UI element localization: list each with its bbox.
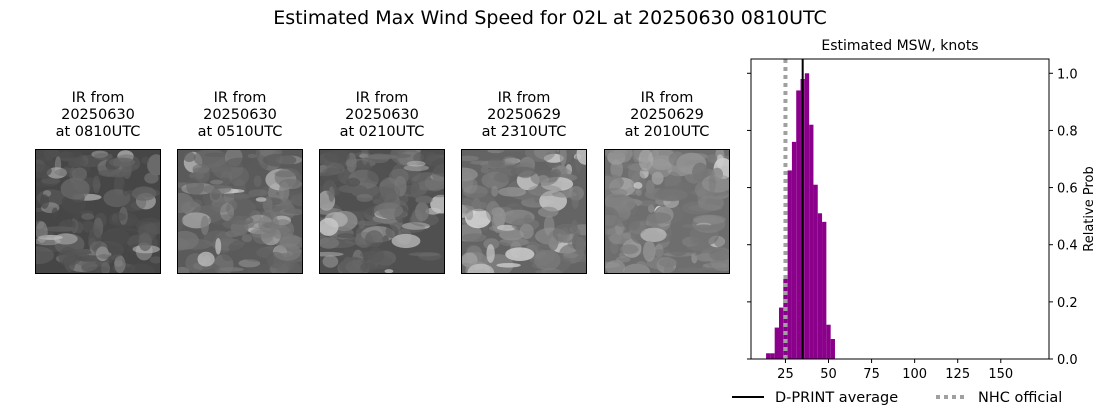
- ir-caption: IR from 20250630 at 0810UTC: [35, 90, 161, 141]
- ir-caption: IR from 20250629 at 2310UTC: [461, 90, 587, 141]
- y-tick-label: 0.6: [1057, 182, 1078, 197]
- histogram-bar: [778, 307, 784, 359]
- ir-caption-line1: IR from: [355, 90, 409, 106]
- histogram-bar: [830, 339, 835, 359]
- legend-nhc-label: NHC official: [978, 390, 1062, 406]
- histogram-bar: [791, 141, 797, 359]
- histogram-bar: [774, 327, 779, 359]
- histogram-bar: [822, 221, 827, 359]
- ir-panel: IR from 20250629 at 2310UTC: [461, 90, 587, 274]
- ir-panel: IR from 20250630 at 0810UTC: [35, 90, 161, 274]
- histogram-bar: [796, 90, 801, 359]
- ir-caption-time: at 0510UTC: [197, 124, 283, 140]
- ir-caption-line1: IR from: [213, 90, 267, 106]
- ir-caption: IR from 20250630 at 0210UTC: [319, 90, 445, 141]
- histogram-bar: [813, 184, 818, 359]
- ir-caption-time: at 0210UTC: [339, 124, 425, 140]
- ir-caption-date: 20250630: [203, 107, 277, 123]
- ir-caption-line1: IR from: [640, 90, 694, 106]
- legend-dprint-label: D-PRINT average: [775, 390, 898, 406]
- ir-caption-date: 20250629: [487, 107, 561, 123]
- x-tick-label: 125: [945, 367, 970, 382]
- ir-satellite-image: [461, 149, 587, 274]
- y-tick-label: 0.2: [1057, 296, 1078, 311]
- x-tick-label: 25: [777, 367, 794, 382]
- ir-caption-date: 20250630: [345, 107, 419, 123]
- ir-panel: IR from 20250630 at 0210UTC: [319, 90, 445, 274]
- x-tick-label: 100: [902, 367, 927, 382]
- y-tick-label: 0.4: [1057, 239, 1078, 254]
- ir-caption-line1: IR from: [497, 90, 551, 106]
- figure-title: Estimated Max Wind Speed for 02L at 2025…: [273, 7, 827, 29]
- histogram-bar: [787, 170, 792, 359]
- x-tick-label: 150: [988, 367, 1013, 382]
- chart-frame: [750, 58, 1050, 360]
- ir-caption-line1: IR from: [71, 90, 125, 106]
- ir-panel: IR from 20250629 at 2010UTC: [604, 90, 730, 274]
- histogram-bar: [826, 324, 831, 359]
- y-tick-label: 1.0: [1057, 67, 1078, 82]
- histogram-bar: [809, 124, 814, 359]
- y-tick-label: 0.8: [1057, 124, 1078, 139]
- ir-panel: IR from 20250630 at 0510UTC: [177, 90, 303, 274]
- ir-caption-time: at 0810UTC: [55, 124, 141, 140]
- chart-title: Estimated MSW, knots: [821, 38, 978, 54]
- histogram-bar: [817, 213, 823, 359]
- ir-caption-time: at 2010UTC: [624, 124, 710, 140]
- ir-caption-date: 20250630: [61, 107, 135, 123]
- histogram-bar: [766, 353, 771, 359]
- histogram-bar: [804, 73, 810, 360]
- x-tick-label: 50: [820, 367, 837, 382]
- y-tick-label: 0.0: [1057, 353, 1078, 368]
- ir-satellite-image: [319, 149, 445, 274]
- ir-caption-time: at 2310UTC: [481, 124, 567, 140]
- y-axis-label: Relative Prob: [1082, 166, 1097, 251]
- ir-satellite-image: [35, 149, 161, 274]
- ir-caption: IR from 20250629 at 2010UTC: [604, 90, 730, 141]
- histogram-bar: [770, 353, 775, 359]
- ir-satellite-image: [604, 149, 730, 274]
- ir-caption-date: 20250629: [630, 107, 704, 123]
- x-tick-label: 75: [863, 367, 880, 382]
- ir-satellite-image: [177, 149, 303, 274]
- ir-caption: IR from 20250630 at 0510UTC: [177, 90, 303, 141]
